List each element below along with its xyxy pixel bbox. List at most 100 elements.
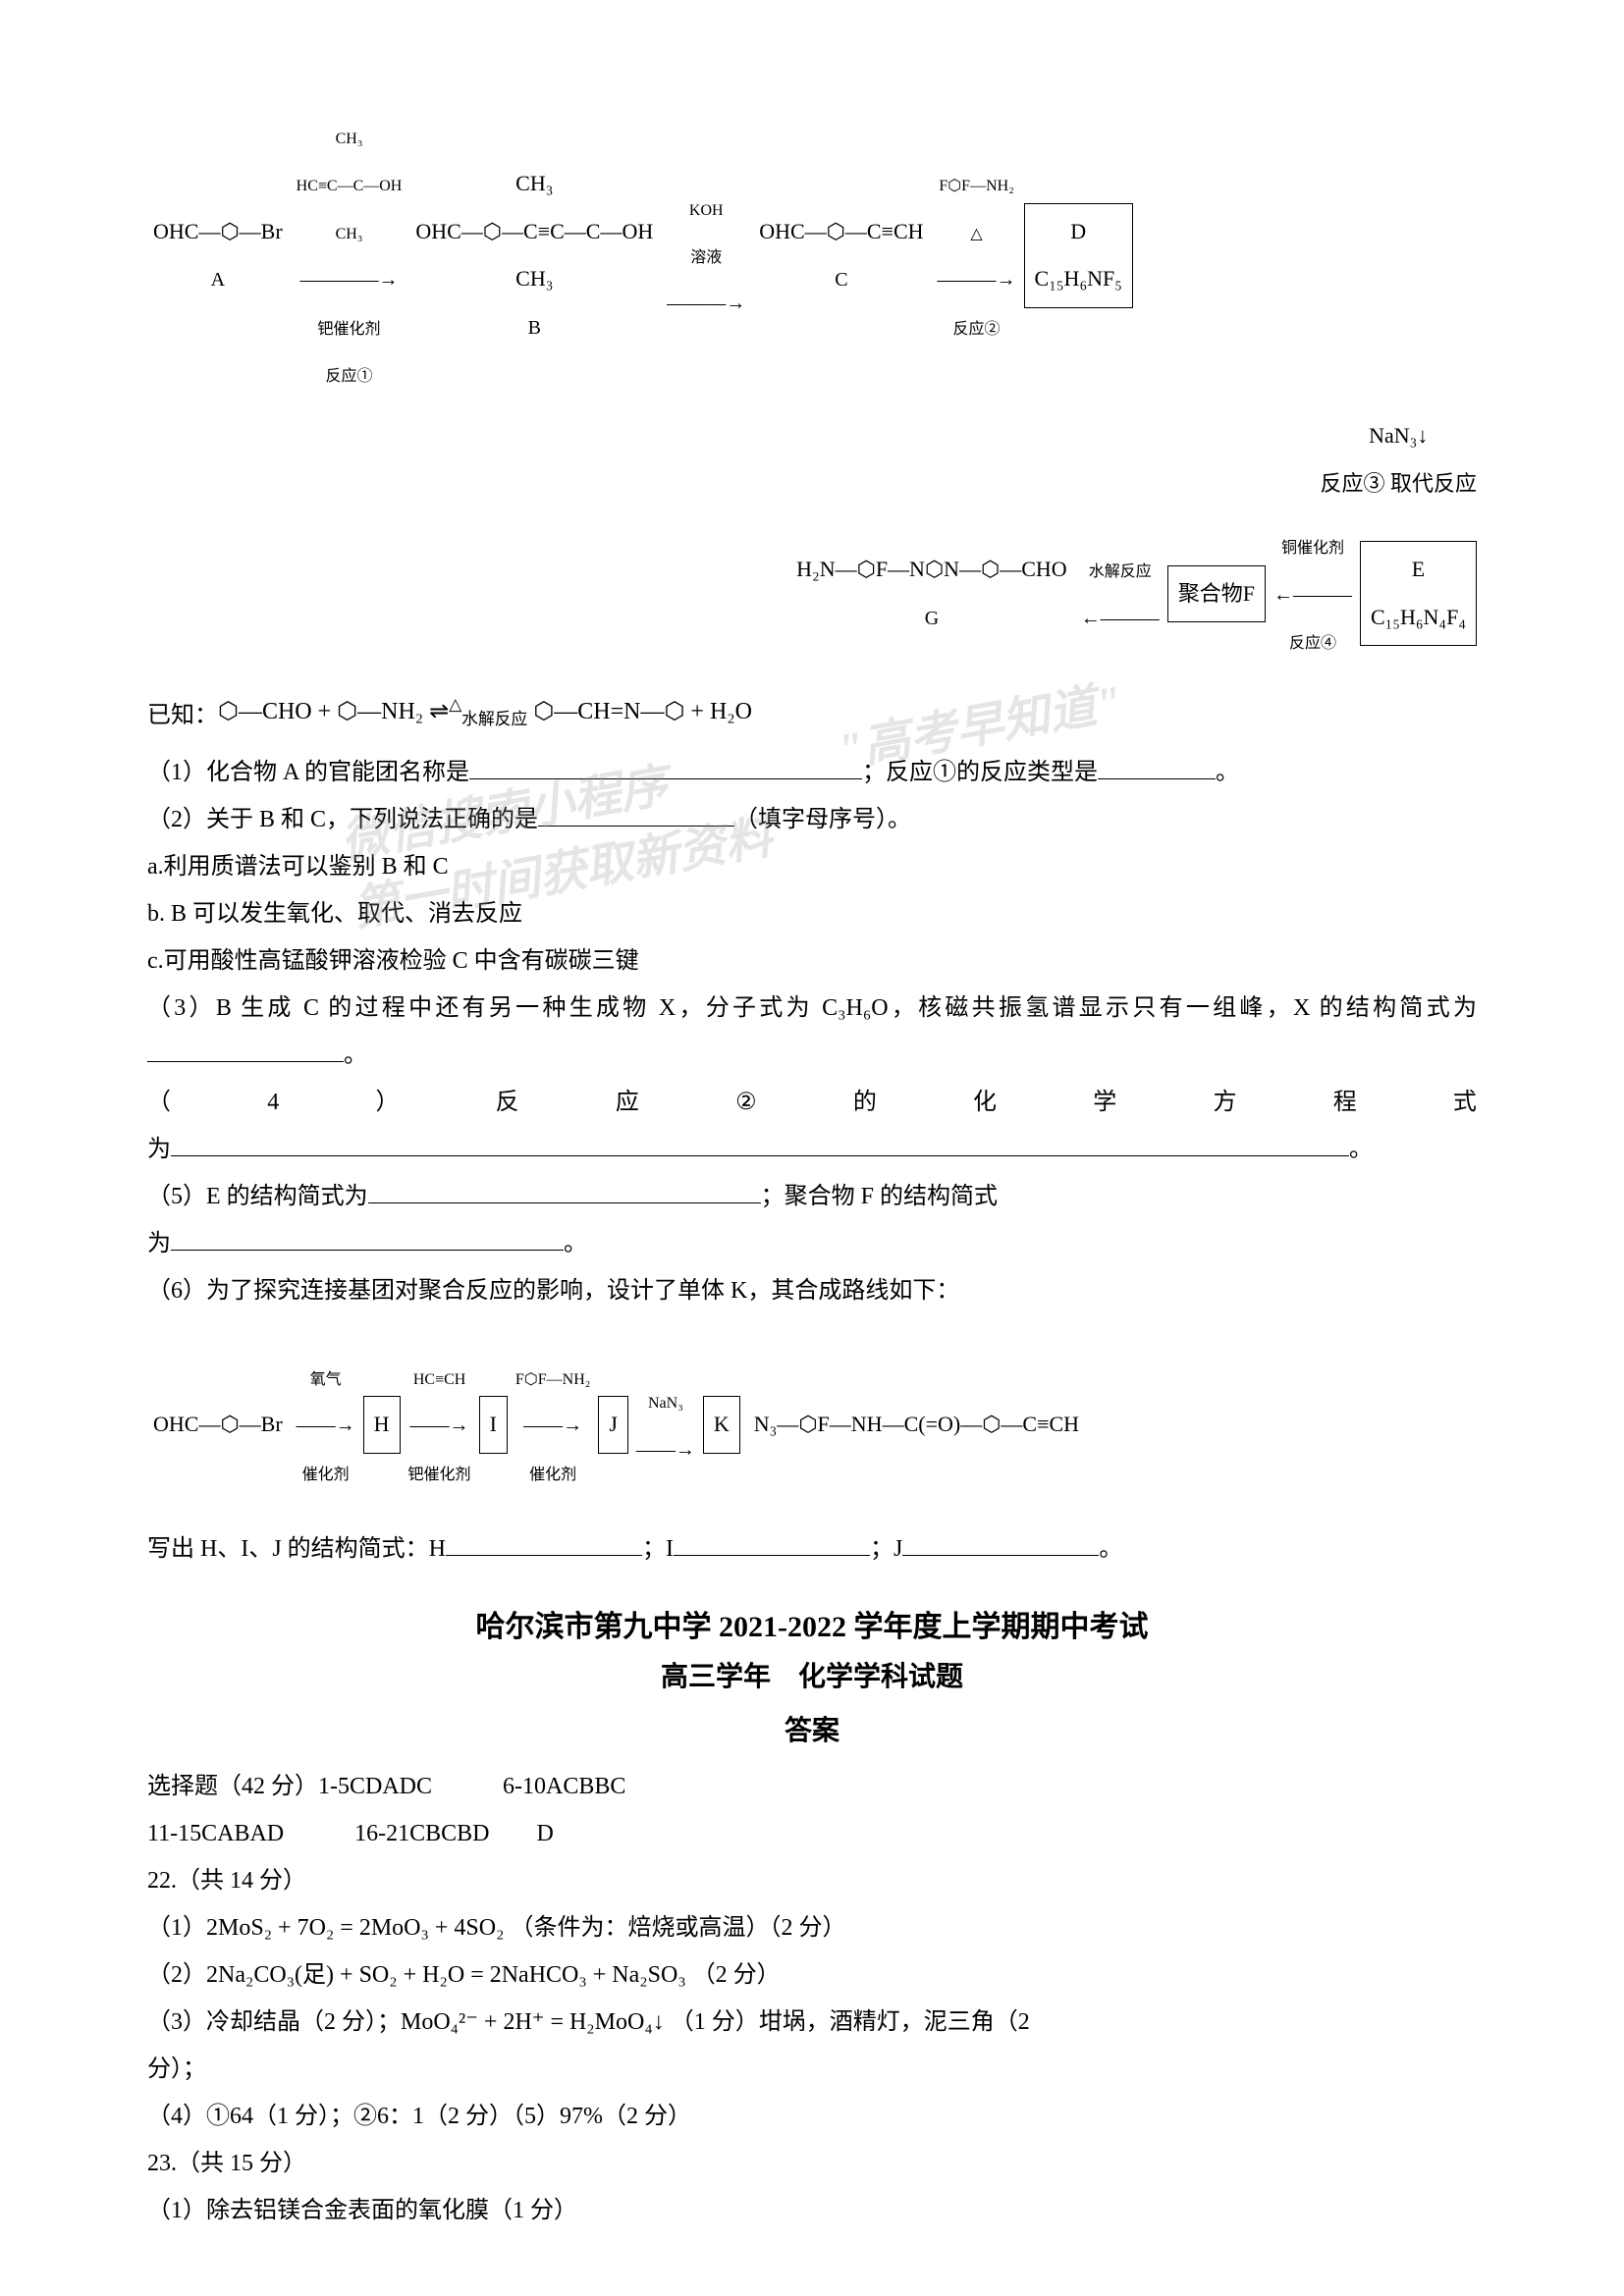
q22-3-suffix: （1 分）坩埚，酒精灯，泥三角（2: [671, 2009, 1030, 2035]
route-arrow-3: F⬡F—NH₂ ——→ 催化剂: [515, 1354, 590, 1496]
q4-prefix: 为: [147, 1137, 171, 1162]
blank-2: [538, 803, 734, 827]
q3-text: （3）B 生成 C 的过程中还有另一种生成物 X，分子式为 C₃H₆O，核磁共振…: [147, 995, 1477, 1021]
route-arrow-icon-2: ——→: [410, 1415, 469, 1436]
hij-text: 写出 H、I、J 的结构简式：H: [147, 1536, 446, 1562]
known-reaction: 已知： ⬡—CHO + ⬡—NH₂ ⇌△水解反应 ⬡—CH=N—⬡ + H₂O: [147, 694, 1477, 729]
hij-i: ；I: [642, 1536, 674, 1562]
route-arrow-2: HC≡CH ——→ 钯催化剂: [408, 1354, 471, 1496]
q22-3: （3）冷却结晶（2 分）；MoO₄²⁻ + 2H⁺ = H₂MoO₄↓ （1 分…: [147, 1999, 1477, 2046]
label-d: D: [1070, 219, 1086, 243]
route-arrow-icon-4: ——→: [636, 1439, 695, 1461]
blank-1b: [1098, 756, 1216, 779]
compound-c-text: OHC—⬡—C≡CH: [759, 219, 923, 243]
q23-header: 23.（共 15 分）: [147, 2140, 1477, 2187]
q22-header: 22.（共 14 分）: [147, 1857, 1477, 1904]
arrow-icon-3: ———→: [938, 269, 1016, 291]
reaction-line-3: H₂N—⬡F—N⬡N—⬡—CHO G 水解反应 ←——— 聚合物F 铜催化剂 ←…: [147, 522, 1477, 665]
arrow-2: KOH溶液 ———→: [667, 185, 745, 327]
arrow-hydrolysis: 水解反应 ←———: [1081, 546, 1160, 641]
q1-suffix: ；反应①的反应类型是: [862, 760, 1098, 785]
answer-heading: 答案: [147, 1709, 1477, 1748]
q4-blank-line: 为。: [147, 1126, 1477, 1173]
compound-g-structure: H₂N—⬡F—N⬡N—⬡—CHO G: [790, 543, 1073, 644]
route-cat2: 催化剂: [529, 1467, 576, 1483]
route-start: OHC—⬡—Br: [147, 1398, 289, 1451]
route-arrow-icon-1: ——→: [297, 1415, 355, 1436]
q2c-line: c.可用酸性高锰酸钾溶液检验 C 中含有碳碳三键: [147, 937, 1477, 985]
known-equation: ⬡—CHO + ⬡—NH₂ ⇌△水解反应 ⬡—CH=N—⬡ + H₂O: [218, 694, 752, 729]
compound-b: CH₃OHC—⬡—C≡C—C—OHCH₃ B: [409, 157, 659, 353]
mc-line-1: 选择题（42 分）1-5CDADC 6-10ACBBC: [147, 1763, 1477, 1810]
q4-end: 。: [1349, 1137, 1373, 1162]
reaction-line-1: OHC—⬡—Br A CH₃HC≡C—C—OHCH₃ ————→ 钯催化剂反应①…: [147, 113, 1477, 398]
q22-3-formula: MoO₄²⁻ + 2H⁺ = H₂MoO₄↓: [401, 2009, 665, 2035]
reaction-1-label: 钯催化剂反应①: [318, 321, 381, 385]
hij-end: 。: [1099, 1536, 1122, 1562]
compound-d: D C₁₅H₆NF₅: [1024, 203, 1133, 308]
q2-text: （2）关于 B 和 C，下列说法正确的是: [147, 807, 538, 832]
hydrolysis-label: 水解反应: [1089, 563, 1152, 580]
q22-3-prefix: （3）冷却结晶（2 分）；: [147, 2009, 401, 2035]
reaction-4-label: 反应④: [1289, 635, 1336, 652]
q22-1-suffix: （条件为：焙烧或高温）（2 分）: [510, 1915, 845, 1941]
reaction-3-label: 反应③: [1320, 471, 1384, 496]
q4-c4: 反: [496, 1079, 519, 1126]
route-nan3: NaN₃: [648, 1395, 683, 1412]
blank-4: [171, 1133, 1349, 1156]
q4-c8: 化: [973, 1079, 997, 1126]
nan3-reaction: NaN₃↓ 反应③ 取代反应: [1320, 412, 1477, 507]
hij-question: 写出 H、I、J 的结构简式：H ；I ；J 。: [147, 1525, 1477, 1573]
q5-prefix: （5）E 的结构简式为: [147, 1184, 368, 1209]
compound-e: E C₁₅H₆N₄F₄: [1360, 541, 1477, 646]
route-arrow-4: NaN₃ ——→: [636, 1377, 695, 1472]
compound-j: J: [598, 1396, 628, 1453]
hij-line: 写出 H、I、J 的结构简式：H ；I ；J 。: [147, 1525, 1477, 1573]
label-b: B: [528, 317, 541, 339]
compound-k-structure: N₃—⬡F—NH—C(=O)—⬡—C≡CH: [748, 1398, 1085, 1451]
q4-c2: 4: [267, 1079, 279, 1126]
q23-1: （1）除去铝镁合金表面的氧化膜（1 分）: [147, 2187, 1477, 2234]
polymer-f: 聚合物F: [1167, 565, 1266, 622]
arrow-icon-4: ←———: [1081, 608, 1160, 629]
compound-i: I: [479, 1396, 508, 1453]
reagent-1: CH₃HC≡C—C—OHCH₃: [297, 131, 403, 242]
q4-c9: 学: [1093, 1079, 1116, 1126]
route-hcch: HC≡CH: [413, 1371, 465, 1388]
compound-a-text: OHC—⬡—Br: [153, 219, 283, 243]
route-reagent-f: F⬡F—NH₂: [515, 1371, 590, 1388]
formula-e: C₁₅H₆N₄F₄: [1371, 605, 1466, 629]
label-g: G: [925, 608, 939, 629]
label-a: A: [211, 269, 225, 291]
q22-3-end: 分）；: [147, 2046, 1477, 2093]
q4-c10: 方: [1213, 1079, 1236, 1126]
q22-1-formula: 2MoS₂ + 7O₂ = 2MoO₃ + 4SO₂: [206, 1915, 504, 1941]
exam-subtitle: 高三学年 化学学科试题: [147, 1655, 1477, 1694]
hij-j: ；J: [870, 1536, 902, 1562]
q1-text: （1）化合物 A 的官能团名称是: [147, 760, 469, 785]
q22-2: （2）2Na₂CO₃(足) + SO₂ + H₂O = 2NaHCO₃ + Na…: [147, 1951, 1477, 1999]
nan3-label: NaN₃: [1369, 423, 1417, 448]
compound-h: H: [363, 1396, 401, 1453]
q4-c5: 应: [616, 1079, 639, 1126]
exam-title: 哈尔滨市第九中学 2021-2022 学年度上学期期中考试: [147, 1602, 1477, 1645]
q4-c3: ）: [375, 1079, 399, 1126]
arrow-icon-5: ←———: [1273, 584, 1352, 606]
compound-a: OHC—⬡—Br A: [147, 205, 289, 306]
reaction-scheme-main: OHC—⬡—Br A CH₃HC≡C—C—OHCH₃ ————→ 钯催化剂反应①…: [147, 113, 1477, 665]
q22-2-suffix: （2 分）: [692, 1962, 781, 1988]
q22-2-prefix: （2）: [147, 1962, 206, 1988]
blank-5a: [368, 1180, 761, 1203]
q2-line: （2）关于 B 和 C，下列说法正确的是（填字母序号）。: [147, 796, 1477, 843]
q4-c1: （: [147, 1079, 171, 1126]
arrow-4: 铜催化剂 ←——— 反应④: [1273, 522, 1352, 665]
reaction-4-catalyst: 铜催化剂: [1281, 540, 1344, 557]
route-cat1: 催化剂: [302, 1467, 350, 1483]
q4-c6: ②: [735, 1079, 757, 1126]
q6-line: （6）为了探究连接基团对聚合反应的影响，设计了单体 K，其合成路线如下：: [147, 1267, 1477, 1314]
q3-end: 。: [344, 1042, 367, 1068]
q22-1-prefix: （1）: [147, 1915, 206, 1941]
q5-middle: ；聚合物 F 的结构简式: [761, 1184, 998, 1209]
koh-label: KOH溶液: [689, 202, 724, 266]
route-arrow-1: 氧气 ——→ 催化剂: [297, 1354, 355, 1496]
